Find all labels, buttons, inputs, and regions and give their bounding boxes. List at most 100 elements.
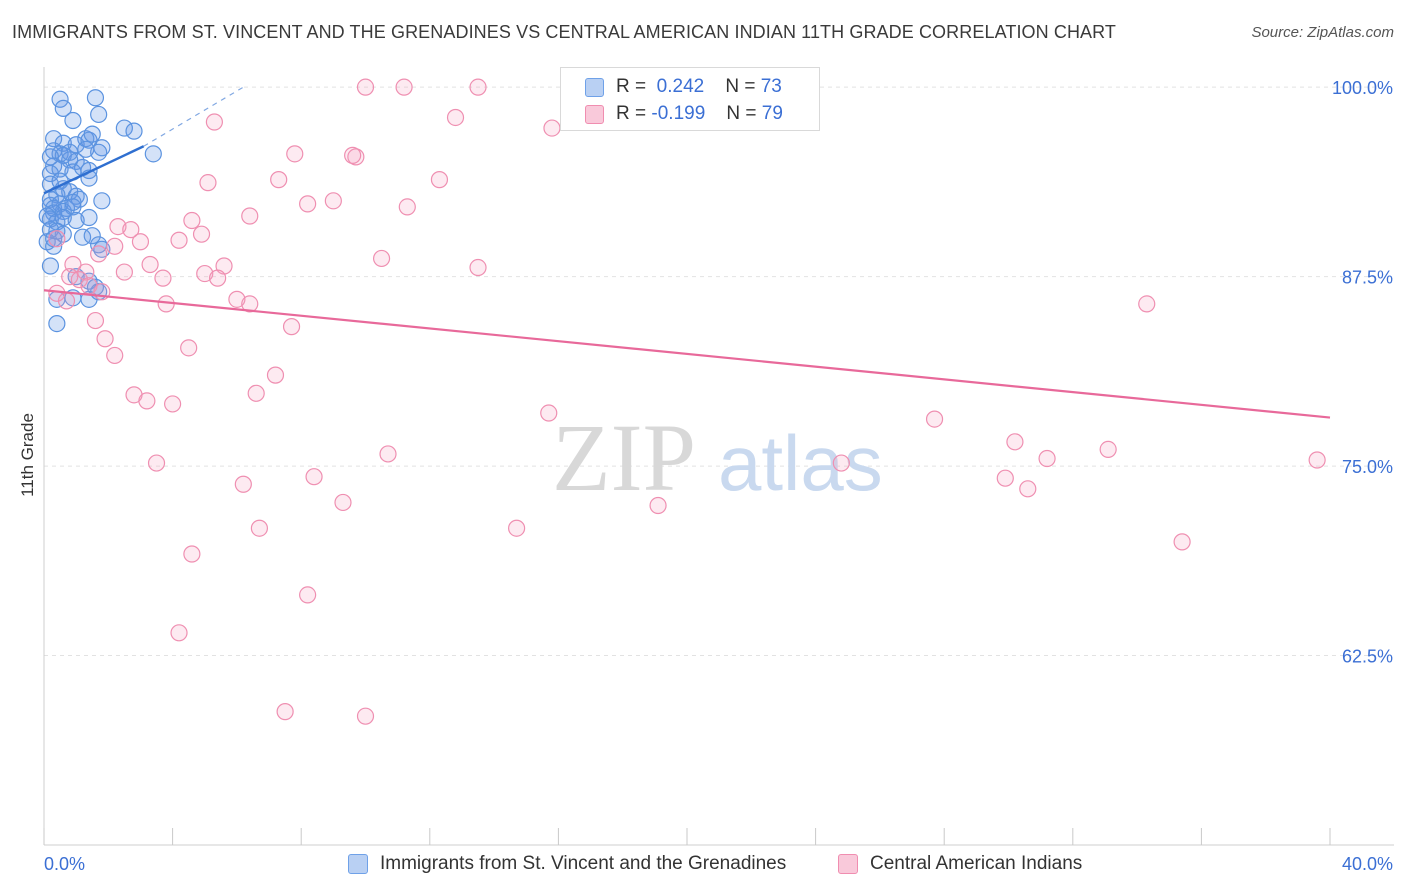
blue-point: [45, 130, 63, 148]
pink-point: [1173, 533, 1191, 551]
blue-point: [41, 148, 60, 166]
pink-point: [276, 703, 294, 721]
pink-point: [164, 395, 182, 413]
pink-point: [154, 269, 172, 287]
pink-point: [305, 468, 323, 486]
blue-point: [93, 192, 111, 210]
pink-point: [344, 146, 362, 164]
y-axis-label: 11th Grade: [18, 413, 37, 497]
pink-point: [925, 410, 944, 428]
stats-r-label: R =: [616, 103, 647, 124]
pink-point: [115, 263, 133, 281]
blue-point: [77, 140, 95, 158]
pink-point: [122, 221, 140, 239]
pink-point: [57, 292, 76, 310]
axes: [43, 67, 1394, 846]
pink-point: [398, 198, 416, 216]
stats-swatch-blue: [585, 77, 604, 97]
pink-point: [1138, 295, 1156, 313]
pink-point: [286, 145, 304, 163]
pink-point: [430, 171, 449, 189]
pink-trend-line: [43, 289, 1331, 419]
pink-point: [469, 78, 487, 96]
stats-n-value: 73: [760, 76, 782, 97]
pink-point: [469, 258, 487, 277]
pink-point: [199, 174, 217, 192]
pink-point: [334, 493, 352, 512]
stats-r-label: R =: [616, 76, 647, 97]
pink-point: [209, 269, 227, 287]
blue-point: [57, 199, 76, 218]
pink-point: [270, 171, 288, 189]
pink-point: [395, 78, 413, 96]
pink-point: [1099, 440, 1117, 459]
pink-point: [996, 469, 1014, 487]
pink-point: [446, 108, 465, 127]
blue-point: [86, 89, 105, 107]
pink-point: [356, 78, 375, 96]
blue-point: [80, 208, 98, 227]
stats-r-value: 0.242: [656, 76, 705, 97]
pink-point: [241, 207, 259, 225]
pink-point: [324, 192, 342, 210]
y-tick-label: 62.5%: [1342, 647, 1393, 667]
stats-n-label: N =: [725, 76, 756, 97]
legend-item-pink[interactable]: Central American Indians: [838, 851, 1082, 877]
blue-point: [144, 145, 162, 163]
y-tick-labels: 62.5% 75.0% 87.5% 100.0%: [1332, 78, 1393, 666]
watermark-zip: ZIP: [552, 404, 696, 511]
pink-point: [543, 119, 561, 137]
x-tick-labels: 0.0% 40.0%: [44, 854, 1393, 874]
legend-swatch-blue: [348, 854, 368, 874]
x-tick-label: 40.0%: [1342, 854, 1393, 874]
blue-point: [48, 315, 66, 333]
blue-trend-line: [43, 145, 145, 195]
pink-point: [1038, 449, 1056, 468]
stats-row-blue: R = 0.242 N = 73: [585, 74, 782, 100]
blue-point: [61, 143, 79, 161]
legend-swatch-pink: [838, 854, 858, 874]
pink-point: [86, 311, 105, 330]
pink-point: [228, 290, 246, 308]
pink-point: [183, 545, 201, 563]
legend-item-blue[interactable]: Immigrants from St. Vincent and the Gren…: [348, 851, 786, 877]
pink-point: [1019, 480, 1037, 498]
pink-point: [170, 231, 188, 249]
pink-point: [266, 366, 285, 384]
pink-point: [1308, 451, 1326, 469]
watermark: ZIP atlas: [552, 404, 883, 511]
blue-point: [83, 125, 101, 143]
blue-point: [90, 105, 108, 124]
pink-point: [96, 330, 114, 348]
y-tick-label: 100.0%: [1332, 78, 1393, 98]
blue-point: [64, 193, 82, 211]
pink-point: [832, 454, 850, 472]
pink-point: [138, 392, 156, 410]
trend-lines: [43, 86, 1331, 419]
pink-point: [508, 519, 526, 537]
blue-point: [67, 211, 85, 230]
pink-point: [356, 707, 375, 725]
pink-point: [90, 245, 108, 263]
blue-point: [90, 143, 108, 161]
pink-point: [540, 404, 558, 422]
blue-point: [51, 160, 69, 178]
stats-row-pink: R = -0.199 N = 79: [585, 101, 783, 127]
chart-title: IMMIGRANTS FROM ST. VINCENT AND THE GREN…: [12, 22, 1117, 42]
pink-point: [106, 237, 124, 255]
pink-point: [241, 295, 259, 313]
pink-point: [180, 339, 198, 357]
pink-point: [183, 211, 201, 230]
pink-point: [170, 624, 188, 642]
blue-point: [115, 119, 133, 137]
series-blue-points: [38, 89, 162, 333]
pink-point: [205, 113, 223, 131]
pink-point: [70, 271, 88, 289]
pink-point: [247, 384, 265, 402]
series-pink-points: [48, 78, 1326, 725]
source-credit: Source: ZipAtlas.com: [1251, 24, 1394, 41]
x-tick-label: 0.0%: [44, 854, 85, 874]
grid-lines: [44, 86, 1380, 657]
pink-point: [234, 475, 252, 493]
